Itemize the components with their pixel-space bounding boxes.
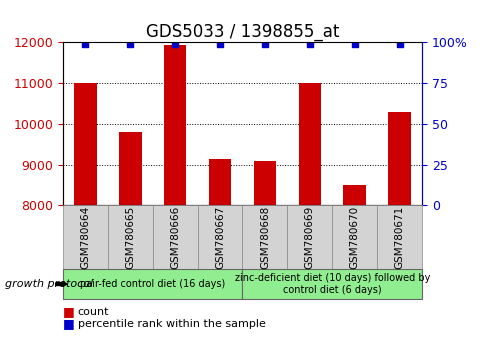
Title: GDS5033 / 1398855_at: GDS5033 / 1398855_at <box>146 23 338 41</box>
Bar <box>343 185 365 205</box>
Point <box>126 41 134 47</box>
Point <box>305 41 313 47</box>
Point <box>350 41 358 47</box>
Point <box>81 41 89 47</box>
Text: ■: ■ <box>63 305 75 318</box>
Point <box>395 41 403 47</box>
Text: growth protocol: growth protocol <box>5 279 93 289</box>
Text: count: count <box>77 307 109 316</box>
Text: zinc-deficient diet (10 days) followed by
control diet (6 days): zinc-deficient diet (10 days) followed b… <box>234 273 429 295</box>
Bar <box>119 132 141 205</box>
Text: GSM780665: GSM780665 <box>125 206 135 269</box>
Text: percentile rank within the sample: percentile rank within the sample <box>77 319 265 329</box>
Text: GSM780664: GSM780664 <box>80 206 91 269</box>
Text: GSM780669: GSM780669 <box>304 206 314 269</box>
Point <box>216 41 224 47</box>
Bar <box>74 83 96 205</box>
Text: GSM780667: GSM780667 <box>214 206 225 269</box>
Bar <box>298 83 320 205</box>
Bar <box>209 159 231 205</box>
Text: ■: ■ <box>63 318 75 330</box>
Text: GSM780671: GSM780671 <box>393 206 404 269</box>
Point <box>171 41 179 47</box>
Bar <box>253 161 275 205</box>
Bar <box>164 45 186 205</box>
Text: GSM780670: GSM780670 <box>349 206 359 269</box>
Text: GSM780666: GSM780666 <box>170 206 180 269</box>
Text: GSM780668: GSM780668 <box>259 206 270 269</box>
Text: pair-fed control diet (16 days): pair-fed control diet (16 days) <box>80 279 225 289</box>
Point <box>260 41 268 47</box>
Bar <box>388 112 410 205</box>
